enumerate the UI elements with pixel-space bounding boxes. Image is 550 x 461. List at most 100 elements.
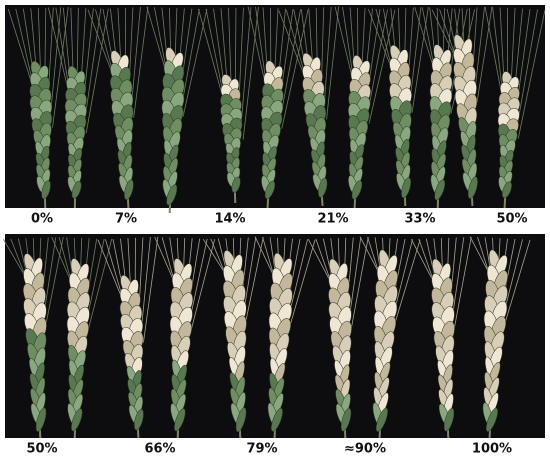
wheat-head [254,236,316,439]
awn [517,9,546,139]
spikelet [124,179,134,200]
spikelet [401,177,411,199]
awn [2,238,25,276]
awn [247,6,265,80]
awn [87,9,112,71]
awn [473,7,485,97]
awn [47,7,68,85]
awn [243,237,257,314]
awn [476,6,493,103]
awn [85,238,105,323]
awn [133,6,149,118]
awn [202,238,225,273]
spikelet [271,408,283,432]
awn [97,239,122,296]
spikelet [434,179,446,201]
awn [288,239,308,318]
awn [55,7,70,91]
spikelet [264,180,276,199]
wheat-head [431,6,493,207]
awn [88,239,113,329]
awn [51,236,71,280]
awn [198,9,222,93]
awn [85,8,109,134]
awn [307,238,331,281]
awn [484,6,502,90]
wheat-head [154,236,216,439]
awn [83,8,102,128]
awn [140,237,151,337]
spikelet [502,181,512,199]
awn [52,7,69,128]
wheat-heads [2,6,546,439]
awn [515,9,538,133]
severity-label: 79% [246,442,277,457]
spikelet [231,176,241,193]
awn [182,9,208,117]
awn [290,239,316,324]
severity-label: ≈90% [344,442,386,457]
awn [395,239,421,321]
awn [348,237,362,322]
spikelet [71,408,83,432]
awn [351,236,369,328]
spikelet [467,176,478,199]
wheat-head [334,6,396,209]
spikelet [41,180,51,200]
wheat-head [307,236,369,439]
awn [410,238,434,281]
awn [15,8,34,87]
wheat-head [7,7,69,209]
wheat-head [198,7,259,204]
wheat-head [202,236,264,439]
wheat-head [51,236,113,439]
awn [414,6,434,65]
awn [245,236,264,320]
awn [326,6,340,120]
awn [205,8,225,99]
awn [323,6,332,114]
spikelet [318,177,328,198]
awn [7,9,32,81]
severity-label: 7% [115,212,137,227]
awn [146,6,166,68]
awn [454,236,472,328]
awn [278,10,304,74]
awn [45,236,64,323]
awn [254,236,274,275]
spikelet [235,407,247,433]
awn [431,9,455,56]
wheat-head [414,6,476,209]
spikelet [376,407,388,432]
awn [503,239,523,315]
severity-label: 66% [144,442,175,457]
awn [279,9,301,123]
awn [239,7,252,134]
awn [334,6,352,75]
wheat-head [278,6,340,207]
spikelet [340,408,352,432]
awn [154,236,174,280]
wheat-head [146,6,208,214]
awn [180,8,200,111]
spikelet [35,407,47,432]
awn [492,7,504,96]
wheat-head [484,6,546,209]
severity-label: 50% [496,212,527,227]
wheat-head [2,236,64,439]
awn [285,9,307,79]
spikelet [71,180,82,199]
awn [393,239,413,315]
awn [130,7,141,112]
spikelet [486,407,498,432]
awn [451,237,465,322]
awn [368,9,396,124]
awn [143,236,159,343]
wheat-head [368,7,429,207]
severity-label: 14% [214,212,245,227]
spikelet [166,184,178,206]
awn [469,236,489,272]
severity-label: 50% [26,442,57,457]
